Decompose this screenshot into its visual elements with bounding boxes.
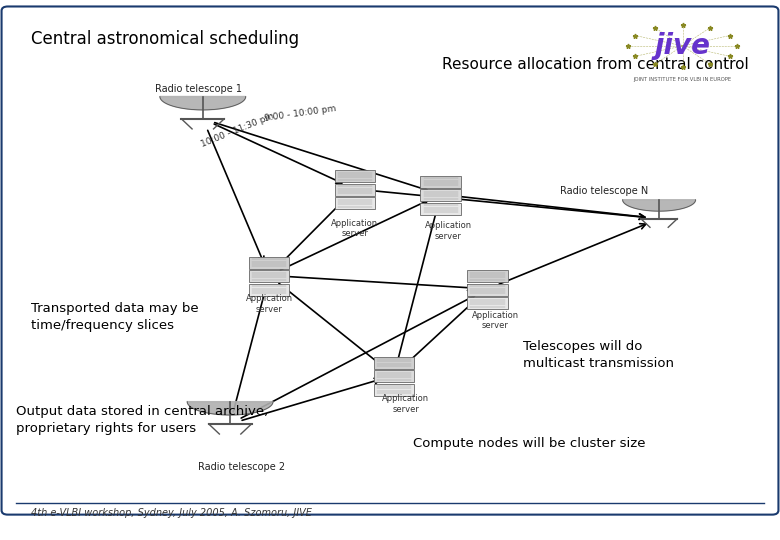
Text: Radio telescope 1: Radio telescope 1 (155, 84, 243, 94)
Text: Application
server: Application server (425, 221, 472, 241)
FancyBboxPatch shape (420, 176, 461, 187)
FancyBboxPatch shape (249, 284, 289, 296)
Text: Application
server: Application server (246, 294, 292, 314)
FancyBboxPatch shape (249, 270, 289, 282)
Text: Radio telescope 2: Radio telescope 2 (198, 462, 285, 472)
FancyBboxPatch shape (374, 370, 414, 382)
Polygon shape (187, 402, 273, 415)
Text: 4th e-VLBI workshop, Sydney, July 2005, A. Szomoru, JIVE: 4th e-VLBI workshop, Sydney, July 2005, … (31, 508, 312, 518)
FancyBboxPatch shape (335, 184, 375, 195)
Text: Compute nodes will be cluster size: Compute nodes will be cluster size (413, 437, 646, 450)
Text: 10:00 - 11:30 pm: 10:00 - 11:30 pm (200, 112, 276, 150)
Text: JOINT INSTITUTE FOR VLBI IN EUROPE: JOINT INSTITUTE FOR VLBI IN EUROPE (633, 77, 732, 82)
FancyBboxPatch shape (335, 170, 375, 182)
Text: Central astronomical scheduling: Central astronomical scheduling (31, 30, 300, 48)
Text: Radio telescope N: Radio telescope N (560, 186, 649, 197)
FancyBboxPatch shape (2, 6, 778, 515)
Text: 9:00 - 10:00 pm: 9:00 - 10:00 pm (264, 104, 337, 123)
FancyBboxPatch shape (374, 383, 414, 395)
FancyBboxPatch shape (420, 202, 461, 214)
FancyBboxPatch shape (467, 297, 508, 309)
FancyBboxPatch shape (374, 356, 414, 368)
Text: Transported data may be
time/frequency slices: Transported data may be time/frequency s… (31, 302, 199, 333)
Text: jive: jive (654, 32, 711, 60)
Text: Application
server: Application server (332, 219, 378, 238)
FancyBboxPatch shape (467, 284, 508, 295)
Polygon shape (160, 97, 246, 110)
Polygon shape (622, 200, 696, 211)
FancyBboxPatch shape (249, 256, 289, 268)
Text: Application
server: Application server (472, 310, 519, 330)
FancyBboxPatch shape (467, 270, 508, 282)
FancyBboxPatch shape (335, 197, 375, 209)
FancyBboxPatch shape (420, 189, 461, 201)
Text: Resource allocation from central control: Resource allocation from central control (442, 57, 749, 72)
Text: Output data stored in central archive,
proprietary rights for users: Output data stored in central archive, p… (16, 405, 268, 435)
Text: Telescopes will do
multicast transmission: Telescopes will do multicast transmissio… (523, 340, 674, 370)
Text: Application
server: Application server (382, 394, 429, 414)
